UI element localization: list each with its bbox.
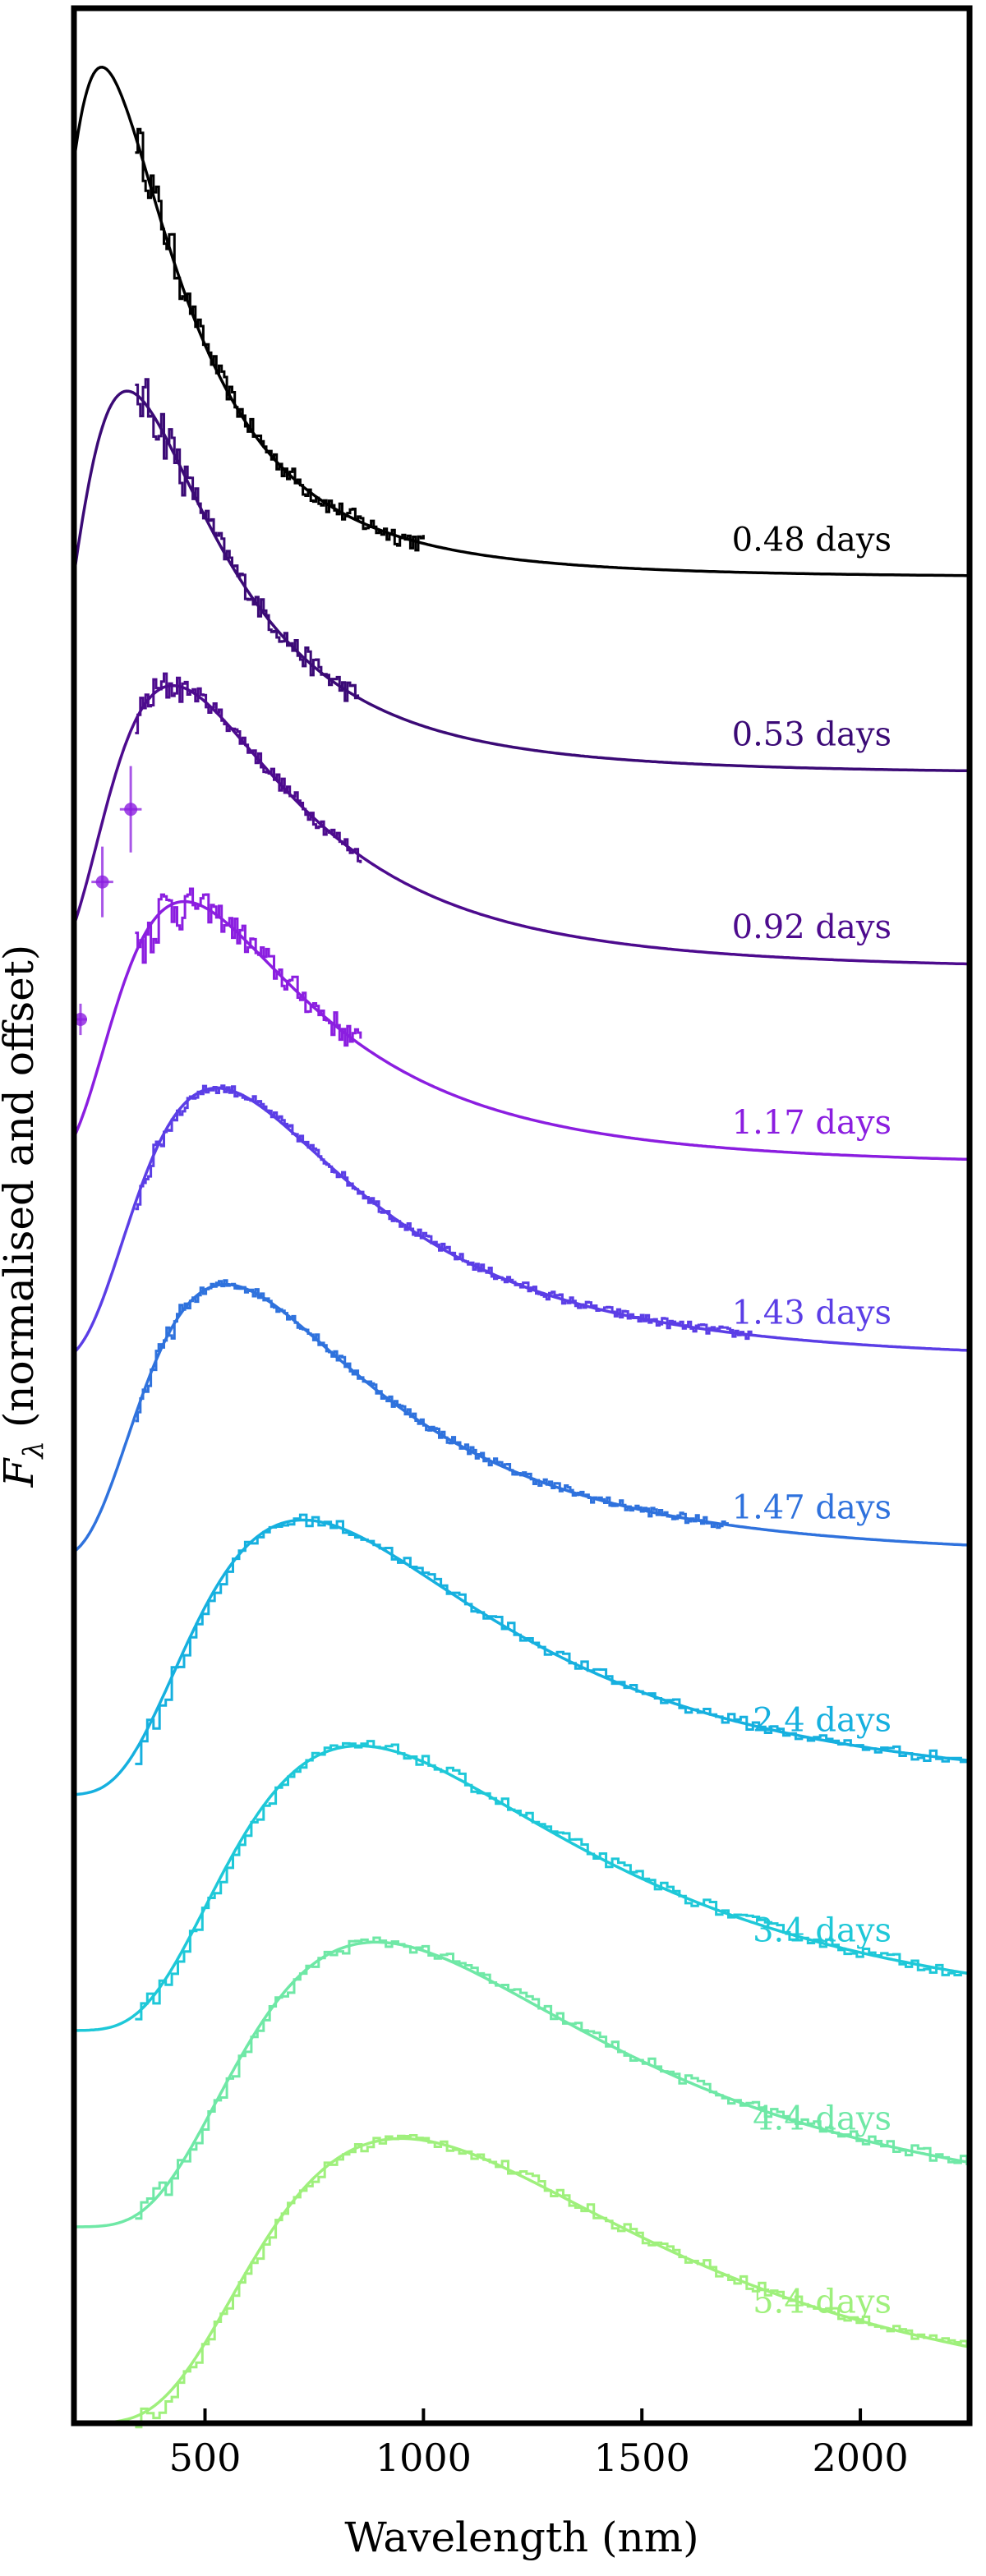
model-curve-3 — [72, 899, 970, 1162]
y-axis-title: Fλ (normalised and offset) — [0, 945, 50, 1488]
model-curve-6 — [73, 1518, 970, 1796]
y-axis-symbol: F — [0, 1456, 43, 1488]
observed-spectrum-4 — [135, 1084, 753, 1341]
observed-spectrum-6 — [135, 1513, 969, 1765]
epoch-label-1: 0.53 days — [732, 716, 892, 754]
epoch-label-6: 2.4 days — [753, 1701, 892, 1739]
observed-spectrum-9 — [135, 2134, 969, 2429]
y-axis-subscript: λ — [17, 1441, 50, 1460]
observed-spectrum-5 — [135, 1279, 729, 1530]
epoch-label-8: 4.4 days — [753, 2100, 892, 2138]
observed-spectrum-0 — [135, 127, 425, 552]
x-axis-title: Wavelength (nm) — [344, 2514, 698, 2561]
epoch-label-0: 0.48 days — [732, 521, 892, 559]
observed-spectrum-1 — [135, 378, 360, 702]
curves-layer — [72, 66, 970, 2429]
epoch-label-5: 1.47 days — [732, 1488, 892, 1526]
x-tick-label-500: 500 — [169, 2436, 242, 2480]
epoch-label-2: 0.92 days — [732, 908, 892, 946]
epoch-label-7: 3.4 days — [753, 1912, 892, 1950]
y-axis-rest: (normalised and offset) — [0, 945, 43, 1441]
plot-frame — [71, 5, 973, 2426]
x-tick-label-2000: 2000 — [813, 2436, 909, 2480]
x-tick-label-1500: 1500 — [594, 2436, 690, 2480]
observed-spectrum-2 — [135, 672, 362, 863]
observed-spectrum-3 — [135, 887, 362, 1047]
epoch-label-9: 5.4 days — [753, 2284, 892, 2321]
observed-spectrum-7 — [135, 1740, 969, 2021]
photometry-point-3-0 — [119, 766, 142, 853]
x-axis: 500 1000 1500 2000 — [169, 2408, 909, 2480]
photometry-point-3-1 — [91, 846, 113, 918]
epoch-label-3: 1.17 days — [732, 1104, 892, 1142]
model-curve-7 — [74, 1744, 970, 2032]
model-curve-8 — [73, 1940, 970, 2229]
x-tick-label-1000: 1000 — [376, 2436, 472, 2480]
observed-spectrum-8 — [135, 1936, 969, 2220]
model-curve-9 — [74, 2137, 970, 2425]
labels-layer: 0.48 days 0.53 days 0.92 days 1.17 days 1.43… — [732, 521, 892, 2321]
model-curve-0 — [72, 66, 970, 577]
epoch-label-4: 1.43 days — [732, 1295, 892, 1332]
